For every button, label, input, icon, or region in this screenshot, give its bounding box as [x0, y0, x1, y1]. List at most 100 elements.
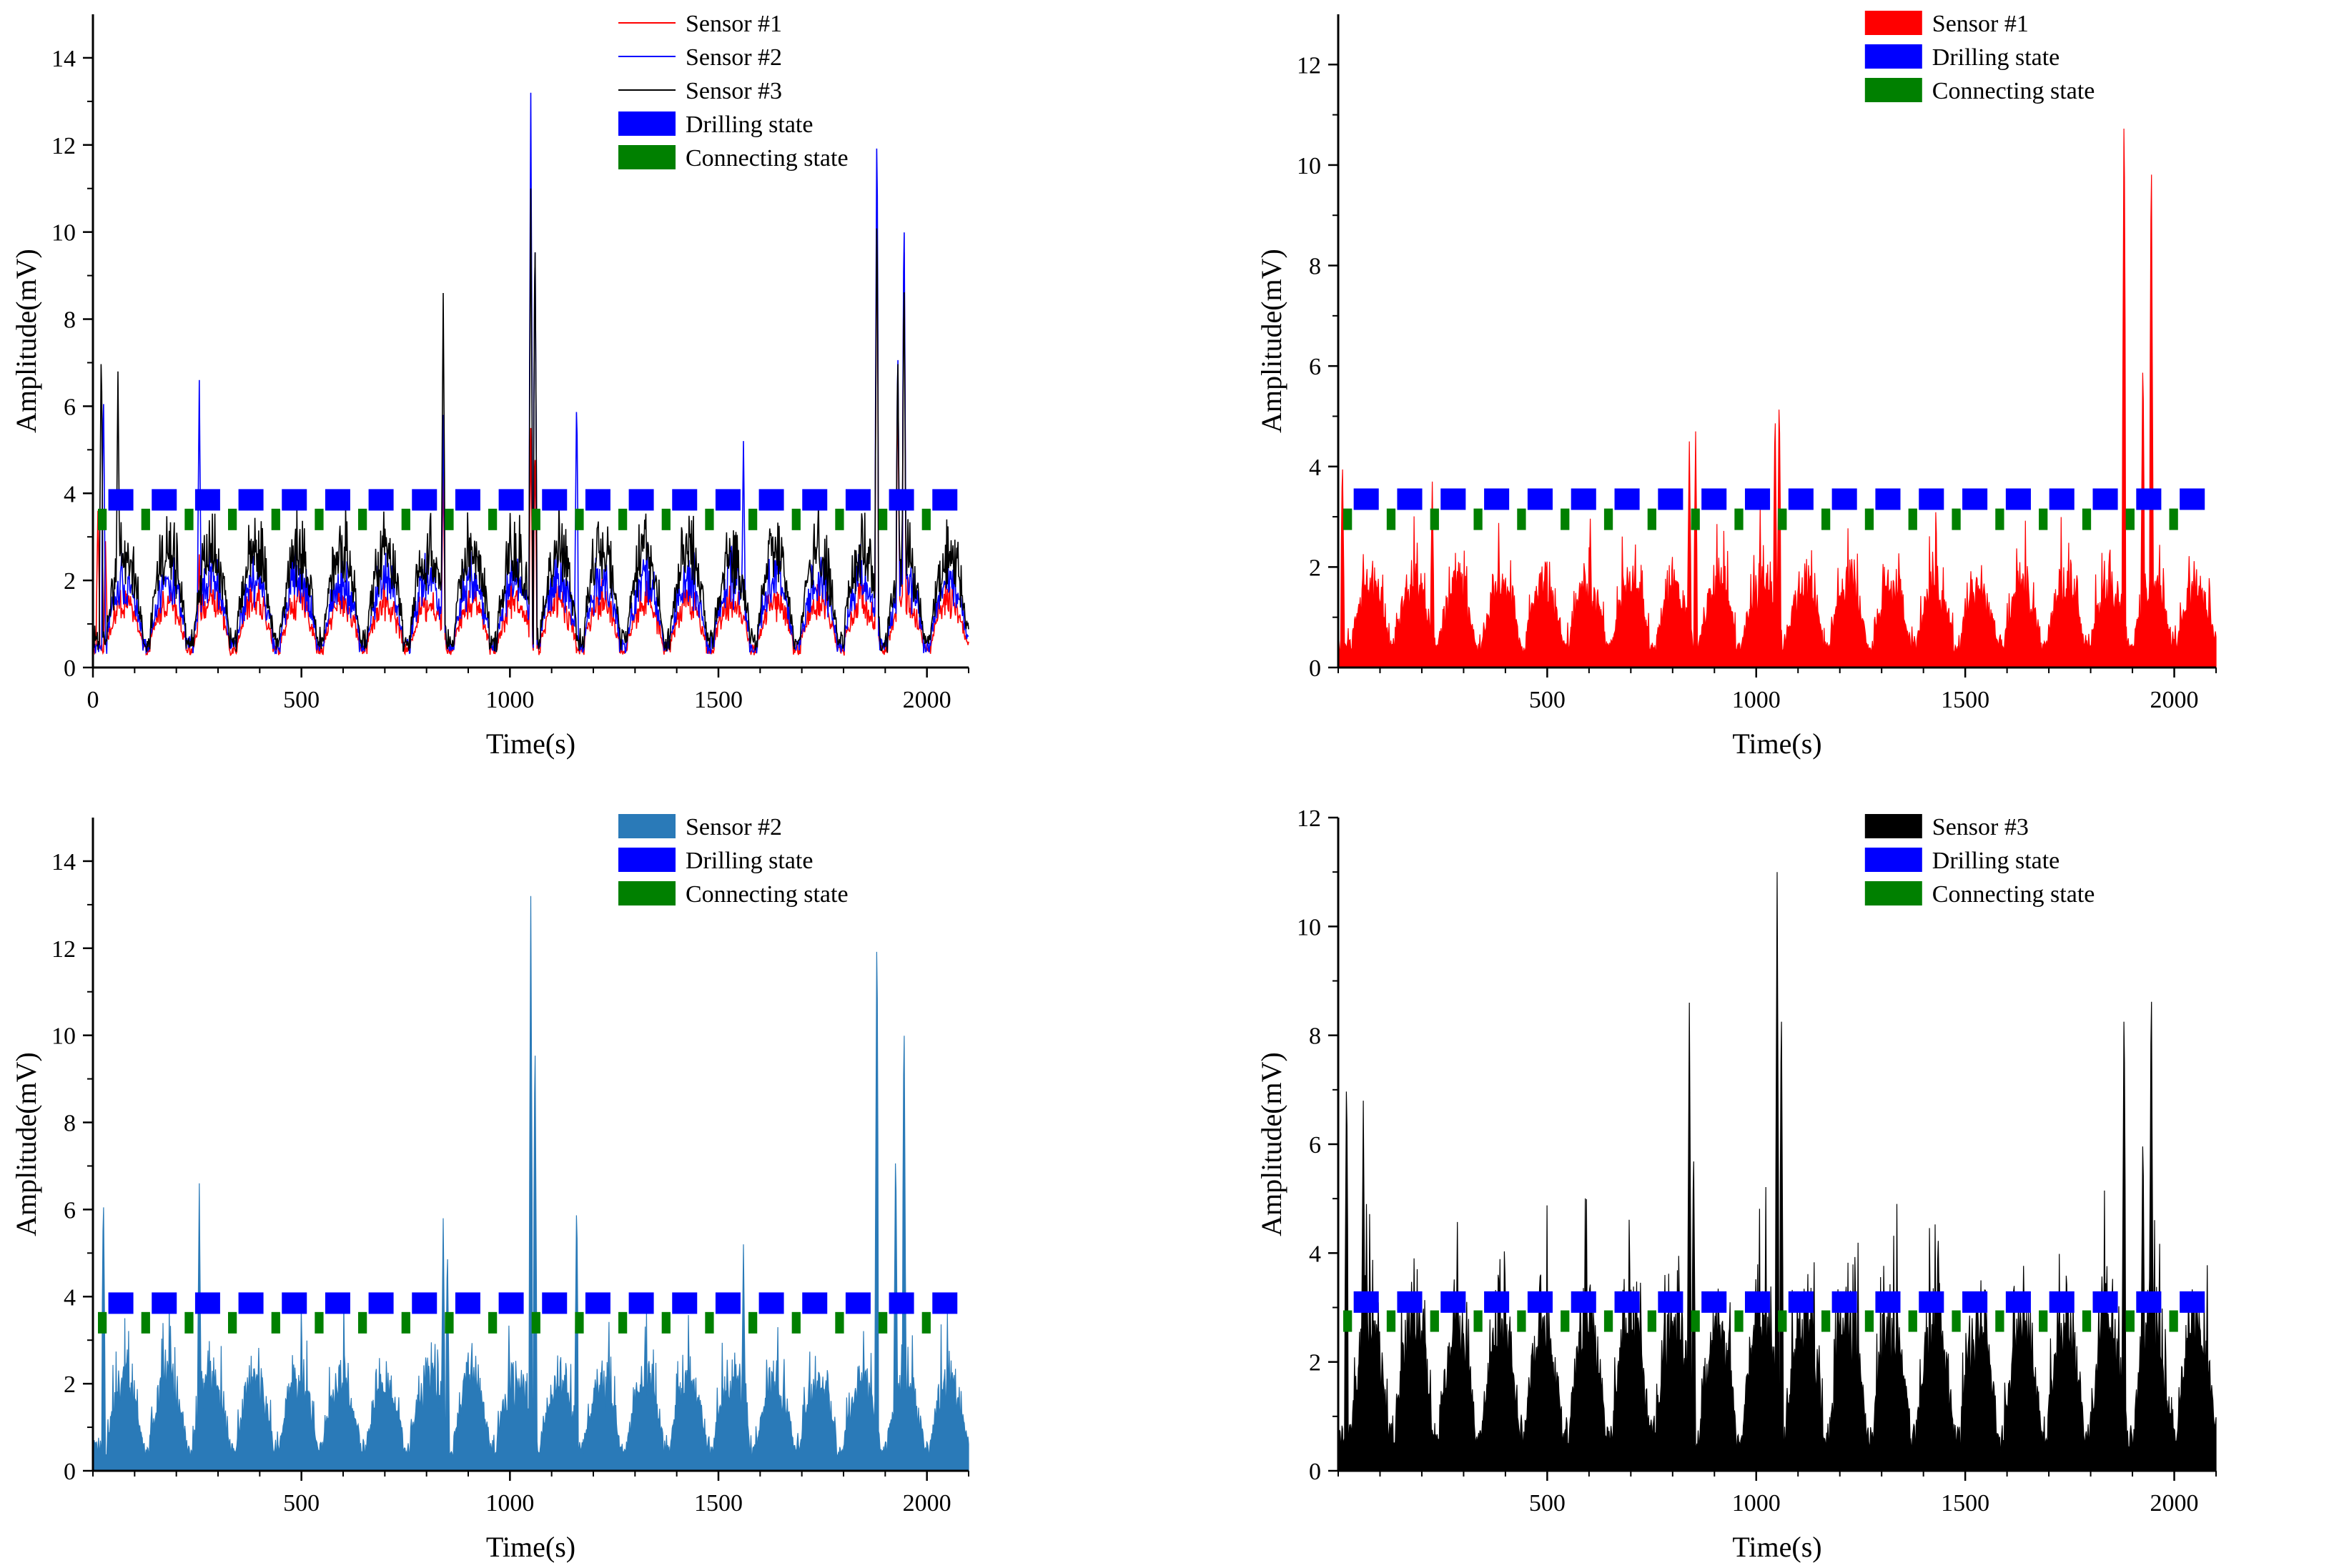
- state-segment: [1603, 1310, 1613, 1332]
- panel-sensor-3: 500 1000 1500 2000 0 2 4 6 8 10 12 Time(s) Amplitude…: [1255, 805, 2217, 1563]
- legend-swatch: [618, 848, 676, 872]
- series-area-sensor3: [1337, 872, 2217, 1472]
- y-tick-label: 4: [1309, 1241, 1321, 1267]
- x-tick-label: 500: [283, 687, 320, 713]
- x-tick-label: 2000: [2150, 687, 2199, 713]
- legend-label: Connecting state: [686, 881, 849, 908]
- state-segment: [1614, 1291, 1640, 1313]
- state-segment: [325, 1292, 350, 1314]
- legend-label: Sensor #1: [1932, 11, 2029, 37]
- legend-item: Drilling state: [618, 848, 813, 874]
- legend-swatch: [618, 814, 676, 838]
- x-tick-label: 1000: [485, 687, 534, 713]
- state-segment: [715, 1292, 741, 1314]
- state-segment: [2039, 1310, 2048, 1332]
- legend-swatch: [618, 111, 676, 136]
- x-axis-label: Time(s): [486, 1531, 575, 1563]
- y-tick-label: 14: [51, 46, 76, 72]
- legend-label: Sensor #2: [686, 44, 782, 71]
- state-segment: [1517, 1310, 1526, 1332]
- legend-label: Sensor #3: [1932, 814, 2029, 840]
- legend-label: Drilling state: [1932, 44, 2059, 71]
- legend-swatch: [1864, 881, 1922, 905]
- state-segment: [1831, 488, 1857, 510]
- state-segment: [1734, 1310, 1744, 1332]
- state-segment: [1484, 488, 1510, 510]
- state-segment: [672, 1292, 698, 1314]
- state-segment: [1658, 1291, 1683, 1313]
- x-tick-label: 0: [87, 687, 99, 713]
- y-tick-label: 0: [1309, 655, 1321, 682]
- legend: Sensor #3 Drilling state Connecting state: [1864, 814, 2095, 908]
- state-segment: [1473, 508, 1483, 530]
- y-tick-label: 6: [1309, 1132, 1321, 1158]
- state-segment: [1517, 508, 1526, 530]
- legend-swatch: [618, 145, 676, 169]
- state-segment: [705, 1311, 714, 1334]
- state-segment: [1343, 508, 1353, 530]
- state-segment: [152, 489, 177, 511]
- state-segment: [879, 508, 888, 530]
- state-segment: [932, 489, 958, 511]
- state-segment: [889, 489, 914, 511]
- state-segment: [1691, 1310, 1700, 1332]
- state-segment: [1875, 1291, 1901, 1313]
- state-segment: [628, 489, 654, 511]
- legend-label: Sensor #2: [686, 814, 782, 840]
- legend-item: Sensor #3: [1864, 814, 2029, 840]
- state-segment: [835, 508, 844, 530]
- state-segment: [1386, 1310, 1396, 1332]
- state-segment: [228, 508, 237, 530]
- state-segment: [1864, 1310, 1874, 1332]
- legend-swatch: [1864, 11, 1922, 35]
- state-segment: [368, 1292, 394, 1314]
- state-segment: [488, 508, 498, 530]
- state-bar-drilling: [1353, 1291, 2205, 1313]
- state-segment: [228, 1311, 237, 1334]
- state-segment: [412, 1292, 437, 1314]
- series-line-sensor2: [92, 92, 969, 655]
- series-line-sensor3: [92, 188, 969, 653]
- state-segment: [661, 508, 671, 530]
- state-segment: [2136, 1291, 2162, 1313]
- state-segment: [1821, 1310, 1831, 1332]
- legend-item: Connecting state: [1864, 78, 2095, 104]
- state-segment: [628, 1292, 654, 1314]
- panel-sensor-1: 500 1000 1500 2000 0 2 4 6 8 10 12 Time(s) Amplitude…: [1255, 11, 2217, 760]
- y-axis-label: Amplitude(mV): [10, 1052, 42, 1236]
- state-segment: [2005, 488, 2031, 510]
- state-segment: [445, 1311, 454, 1334]
- legend-label: Connecting state: [1932, 881, 2095, 908]
- state-segment: [2039, 508, 2048, 530]
- state-segment: [1831, 1291, 1857, 1313]
- legend-item: Drilling state: [1864, 44, 2059, 71]
- state-segment: [1440, 1291, 1466, 1313]
- state-segment: [585, 489, 610, 511]
- legend-swatch: [1864, 814, 1922, 838]
- legend-swatch: [1864, 78, 1922, 102]
- x-tick-label: 500: [1529, 1490, 1566, 1517]
- state-segment: [498, 489, 524, 511]
- state-segment: [575, 1311, 584, 1334]
- legend-item: Sensor #1: [618, 11, 782, 37]
- x-tick-label: 1000: [1732, 687, 1781, 713]
- state-segment: [531, 1311, 540, 1334]
- state-segment: [1614, 488, 1640, 510]
- state-segment: [1778, 508, 1787, 530]
- state-segment: [2125, 508, 2135, 530]
- y-tick-label: 14: [51, 849, 76, 875]
- state-segment: [2005, 1291, 2031, 1313]
- state-segment: [2125, 1310, 2135, 1332]
- y-tick-label: 6: [64, 1197, 76, 1224]
- state-bar-connecting: [1343, 508, 2178, 530]
- state-segment: [921, 1311, 931, 1334]
- y-axis-label: Amplitude(mV): [1255, 249, 1287, 433]
- state-segment: [194, 1292, 220, 1314]
- state-segment: [1440, 488, 1466, 510]
- state-segment: [1527, 488, 1553, 510]
- state-segment: [1821, 508, 1831, 530]
- state-segment: [1691, 508, 1700, 530]
- state-segment: [791, 508, 801, 530]
- legend-swatch: [1864, 848, 1922, 872]
- state-segment: [672, 489, 698, 511]
